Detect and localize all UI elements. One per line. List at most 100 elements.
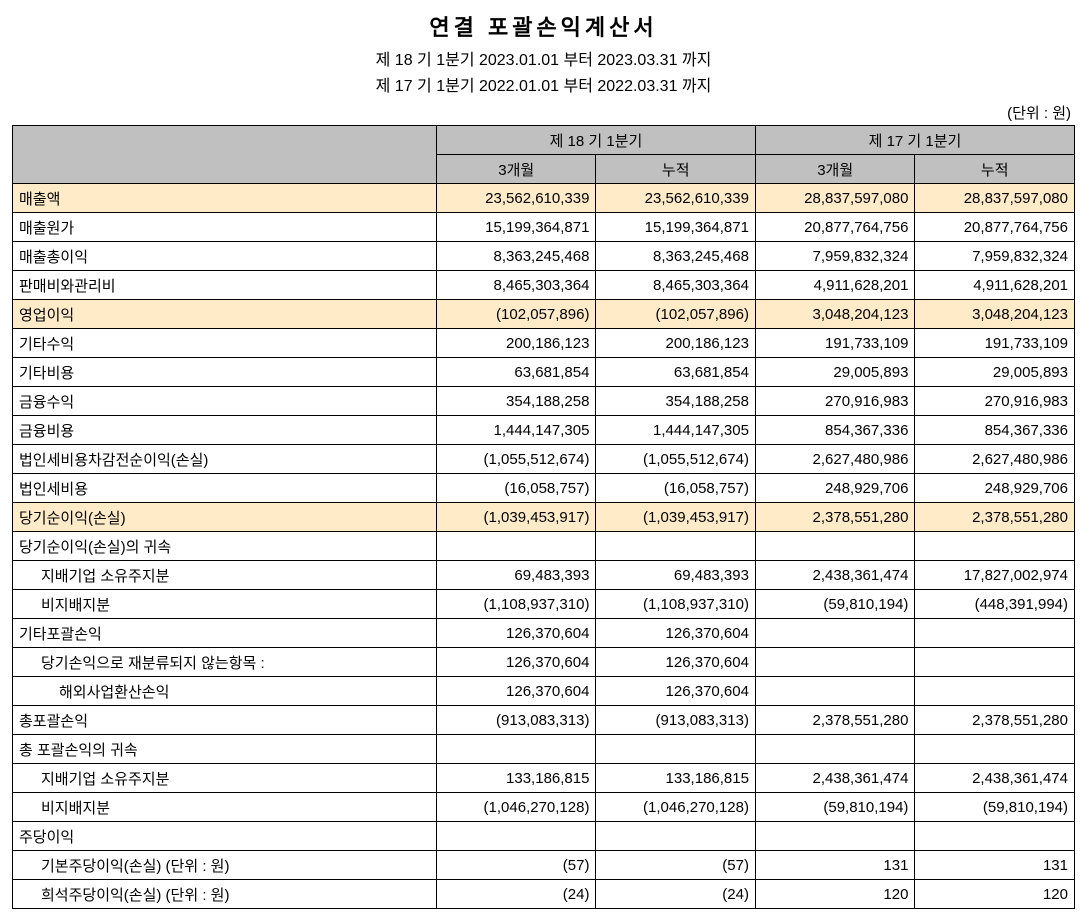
cell-value: 200,186,123 (596, 329, 756, 358)
cell-value: 133,186,815 (596, 764, 756, 793)
cell-value (436, 822, 595, 851)
cell-value: 20,877,764,756 (915, 213, 1075, 242)
table-row: 비지배지분(1,046,270,128)(1,046,270,128)(59,8… (13, 793, 1075, 822)
cell-value (755, 735, 914, 764)
cell-value: 8,465,303,364 (596, 271, 756, 300)
cell-value: 2,627,480,986 (915, 445, 1075, 474)
cell-value: 126,370,604 (596, 619, 756, 648)
table-row: 지배기업 소유주지분69,483,39369,483,3932,438,361,… (13, 561, 1075, 590)
row-label: 지배기업 소유주지분 (13, 764, 437, 793)
row-label: 매출액 (13, 184, 437, 213)
cell-value: 354,188,258 (436, 387, 595, 416)
table-row: 지배기업 소유주지분133,186,815133,186,8152,438,36… (13, 764, 1075, 793)
table-row: 총 포괄손익의 귀속 (13, 735, 1075, 764)
header-period-17: 제 17 기 1분기 (755, 126, 1074, 155)
cell-value: 248,929,706 (915, 474, 1075, 503)
row-label: 기타수익 (13, 329, 437, 358)
table-row: 금융비용1,444,147,3051,444,147,305854,367,33… (13, 416, 1075, 445)
row-label: 판매비와관리비 (13, 271, 437, 300)
cell-value: (1,039,453,917) (436, 503, 595, 532)
cell-value (436, 735, 595, 764)
cell-value: (102,057,896) (596, 300, 756, 329)
cell-value: 8,363,245,468 (596, 242, 756, 271)
cell-value (596, 822, 756, 851)
cell-value: 2,438,361,474 (755, 561, 914, 590)
table-row: 당기손익으로 재분류되지 않는항목 :126,370,604126,370,60… (13, 648, 1075, 677)
cell-value: 63,681,854 (436, 358, 595, 387)
cell-value: (16,058,757) (436, 474, 595, 503)
table-row: 매출액23,562,610,33923,562,610,33928,837,59… (13, 184, 1075, 213)
cell-value: 191,733,109 (755, 329, 914, 358)
cell-value: 23,562,610,339 (596, 184, 756, 213)
cell-value: (1,108,937,310) (596, 590, 756, 619)
cell-value: 69,483,393 (596, 561, 756, 590)
table-row: 법인세비용(16,058,757)(16,058,757)248,929,706… (13, 474, 1075, 503)
cell-value: 2,378,551,280 (915, 706, 1075, 735)
cell-value: 1,444,147,305 (436, 416, 595, 445)
cell-value: (1,046,270,128) (596, 793, 756, 822)
cell-value: 1,444,147,305 (596, 416, 756, 445)
cell-value: 17,827,002,974 (915, 561, 1075, 590)
cell-value: 28,837,597,080 (915, 184, 1075, 213)
row-label: 당기순이익(손실) (13, 503, 437, 532)
cell-value: 28,837,597,080 (755, 184, 914, 213)
cell-value: 8,363,245,468 (436, 242, 595, 271)
cell-value (436, 532, 595, 561)
cell-value: (1,046,270,128) (436, 793, 595, 822)
cell-value: (57) (596, 851, 756, 880)
cell-value: (24) (436, 880, 595, 909)
cell-value: 2,378,551,280 (915, 503, 1075, 532)
cell-value: (1,108,937,310) (436, 590, 595, 619)
cell-value: (1,039,453,917) (596, 503, 756, 532)
row-label: 비지배지분 (13, 793, 437, 822)
row-label: 매출원가 (13, 213, 437, 242)
cell-value: 120 (755, 880, 914, 909)
table-row: 기타수익200,186,123200,186,123191,733,109191… (13, 329, 1075, 358)
cell-value (915, 677, 1075, 706)
cell-value: (59,810,194) (755, 793, 914, 822)
table-row: 매출원가15,199,364,87115,199,364,87120,877,7… (13, 213, 1075, 242)
cell-value: 29,005,893 (915, 358, 1075, 387)
table-row: 총포괄손익(913,083,313)(913,083,313)2,378,551… (13, 706, 1075, 735)
cell-value: 270,916,983 (755, 387, 914, 416)
cell-value: 191,733,109 (915, 329, 1075, 358)
cell-value (915, 532, 1075, 561)
cell-value: (24) (596, 880, 756, 909)
cell-value (915, 648, 1075, 677)
header-18-cum: 누적 (596, 155, 756, 184)
row-label: 법인세비용 (13, 474, 437, 503)
table-row: 기타비용63,681,85463,681,85429,005,89329,005… (13, 358, 1075, 387)
cell-value: (102,057,896) (436, 300, 595, 329)
cell-value: 8,465,303,364 (436, 271, 595, 300)
row-label: 금융비용 (13, 416, 437, 445)
cell-value: 126,370,604 (436, 677, 595, 706)
cell-value: (1,055,512,674) (436, 445, 595, 474)
row-label: 총 포괄손익의 귀속 (13, 735, 437, 764)
cell-value: 131 (755, 851, 914, 880)
cell-value: 354,188,258 (596, 387, 756, 416)
row-label: 희석주당이익(손실) (단위 : 원) (13, 880, 437, 909)
period-18: 제 18 기 1분기 2023.01.01 부터 2023.03.31 까지 (12, 46, 1075, 70)
table-row: 법인세비용차감전순이익(손실)(1,055,512,674)(1,055,512… (13, 445, 1075, 474)
income-statement-table: 제 18 기 1분기 제 17 기 1분기 3개월 누적 3개월 누적 매출액2… (12, 125, 1075, 909)
table-row: 비지배지분(1,108,937,310)(1,108,937,310)(59,8… (13, 590, 1075, 619)
table-row: 당기순이익(손실)의 귀속 (13, 532, 1075, 561)
table-row: 판매비와관리비8,465,303,3648,465,303,3644,911,6… (13, 271, 1075, 300)
cell-value: 126,370,604 (596, 648, 756, 677)
cell-value: (57) (436, 851, 595, 880)
cell-value: 133,186,815 (436, 764, 595, 793)
cell-value: 4,911,628,201 (915, 271, 1075, 300)
cell-value: 270,916,983 (915, 387, 1075, 416)
cell-value: 69,483,393 (436, 561, 595, 590)
row-label: 해외사업환산손익 (13, 677, 437, 706)
header-blank (13, 126, 437, 184)
row-label: 매출총이익 (13, 242, 437, 271)
cell-value: 23,562,610,339 (436, 184, 595, 213)
cell-value (755, 822, 914, 851)
row-label: 금융수익 (13, 387, 437, 416)
cell-value: 63,681,854 (596, 358, 756, 387)
cell-value: 131 (915, 851, 1075, 880)
cell-value (915, 619, 1075, 648)
cell-value (915, 735, 1075, 764)
header-period-18: 제 18 기 1분기 (436, 126, 755, 155)
